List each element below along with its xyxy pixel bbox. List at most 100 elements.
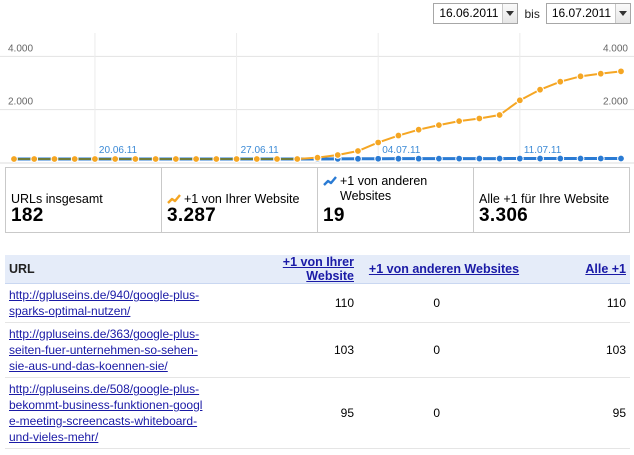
start-date-value: 16.06.2011 bbox=[439, 6, 499, 20]
end-date-value: 16.07.2011 bbox=[551, 6, 611, 20]
stat-all[interactable]: Alle +1 für Ihre Website 3.306 bbox=[473, 168, 629, 232]
series-point bbox=[435, 154, 443, 163]
url-link[interactable]: http://gpluseins.de/940/google-plus-spar… bbox=[9, 287, 226, 319]
series-point bbox=[313, 153, 322, 162]
col-header-other-link[interactable]: +1 von anderen Websites bbox=[368, 262, 520, 276]
y-tick-label-left: 2.000 bbox=[8, 97, 33, 108]
series-point bbox=[576, 72, 585, 81]
series-point bbox=[10, 155, 18, 163]
all-count-cell: 103 bbox=[530, 322, 630, 378]
stat-total-label: URLs insgesamt bbox=[11, 192, 103, 206]
series-point bbox=[171, 155, 180, 163]
chart-date-labels: 20.06.11 27.06.11 04.07.11 11.07.11 bbox=[99, 145, 562, 156]
series-point bbox=[536, 154, 544, 163]
date-label: 27.06.11 bbox=[241, 145, 280, 156]
series-point bbox=[354, 147, 362, 155]
y-tick-label-left: 4.000 bbox=[8, 43, 33, 54]
y-tick-label-right: 4.000 bbox=[603, 43, 628, 54]
series-point bbox=[556, 154, 565, 163]
series-point bbox=[515, 154, 524, 163]
stat-other-label: +1 von anderen Websites bbox=[340, 174, 428, 203]
series-point bbox=[374, 154, 383, 163]
series-point bbox=[596, 154, 605, 163]
other-count-cell: 0 bbox=[358, 377, 530, 449]
series-point bbox=[536, 85, 544, 94]
own-count-cell: 103 bbox=[230, 322, 358, 378]
orange-trend-icon bbox=[167, 194, 181, 204]
series-point bbox=[394, 154, 403, 163]
series-point bbox=[475, 154, 484, 163]
table-row: http://gpluseins.de/940/google-plus-spar… bbox=[5, 283, 630, 323]
series-point bbox=[273, 155, 281, 163]
series-point bbox=[455, 117, 464, 126]
stat-other-value: 19 bbox=[323, 205, 345, 226]
series-point bbox=[515, 96, 524, 105]
series-point bbox=[435, 121, 443, 130]
series-point bbox=[617, 67, 625, 76]
chart-grid bbox=[0, 33, 634, 164]
url-table: URL +1 von Ihrer Website +1 von anderen … bbox=[5, 255, 630, 449]
plusone-chart: 4.000 4.000 2.000 2.000 20.06.11 27.06.11 04.… bbox=[0, 33, 634, 164]
url-line: und-vieles-mehr/ bbox=[9, 430, 99, 444]
date-separator: bis bbox=[524, 6, 540, 21]
col-header-url: URL bbox=[5, 255, 230, 284]
url-link[interactable]: http://gpluseins.de/508/google-plus-beko… bbox=[9, 381, 226, 445]
stat-own-value: 3.287 bbox=[167, 205, 217, 226]
start-date-select[interactable]: 16.06.2011 bbox=[433, 3, 519, 24]
stat-own-label: +1 von Ihrer Website bbox=[184, 192, 300, 206]
series-point bbox=[192, 155, 201, 163]
url-line: e-meeting-screencasts-whiteboard- bbox=[9, 414, 198, 428]
series-point bbox=[111, 155, 120, 163]
all-count-cell: 110 bbox=[530, 283, 630, 323]
url-line: http://gpluseins.de/940/google-plus- bbox=[9, 288, 200, 302]
series-point bbox=[414, 154, 423, 163]
series-point bbox=[394, 131, 403, 140]
url-line: http://gpluseins.de/508/google-plus- bbox=[9, 382, 200, 396]
stat-own-website[interactable]: +1 von Ihrer Website 3.287 bbox=[161, 168, 317, 232]
series-point bbox=[91, 155, 99, 163]
table-row: http://gpluseins.de/363/google-plus-seit… bbox=[5, 322, 630, 378]
stat-total-urls[interactable]: URLs insgesamt 182 bbox=[6, 168, 161, 232]
series-point bbox=[495, 154, 504, 163]
series-point bbox=[151, 155, 160, 163]
url-line: http://gpluseins.de/363/google-plus- bbox=[9, 327, 200, 341]
series-point bbox=[30, 155, 39, 163]
date-label: 20.06.11 bbox=[99, 145, 138, 156]
series-point bbox=[617, 154, 625, 163]
series-point bbox=[252, 155, 261, 163]
url-cell: http://gpluseins.de/940/google-plus-spar… bbox=[5, 283, 230, 323]
series-point bbox=[475, 114, 484, 123]
series-point bbox=[131, 155, 140, 163]
own-count-cell: 110 bbox=[230, 283, 358, 323]
stat-all-label: Alle +1 für Ihre Website bbox=[479, 192, 610, 206]
end-date-select[interactable]: 16.07.2011 bbox=[545, 3, 631, 24]
table-header-row: URL +1 von Ihrer Website +1 von anderen … bbox=[5, 255, 630, 284]
col-header-all-link[interactable]: Alle +1 bbox=[585, 262, 626, 276]
series-point bbox=[455, 154, 464, 163]
chevron-down-icon bbox=[502, 4, 518, 23]
series-point bbox=[596, 69, 605, 78]
series-point bbox=[70, 155, 79, 163]
url-cell: http://gpluseins.de/363/google-plus-seit… bbox=[5, 322, 230, 378]
url-cell: http://gpluseins.de/508/google-plus-beko… bbox=[5, 377, 230, 449]
blue-trend-icon bbox=[323, 176, 337, 186]
col-header-own-link[interactable]: +1 von Ihrer Website bbox=[282, 255, 354, 283]
stat-other-websites[interactable]: +1 von anderen Websites 19 bbox=[317, 168, 473, 232]
stat-all-value: 3.306 bbox=[479, 205, 529, 226]
all-count-cell: 95 bbox=[530, 377, 630, 449]
series-point bbox=[212, 155, 221, 163]
series-point bbox=[333, 151, 342, 159]
series-point bbox=[495, 111, 504, 119]
series-point bbox=[414, 125, 423, 134]
summary-panel: URLs insgesamt 182 +1 von Ihrer Website … bbox=[5, 167, 630, 233]
series-point bbox=[50, 155, 59, 163]
chart-y-ticks: 4.000 4.000 2.000 2.000 bbox=[8, 43, 628, 107]
own-count-cell: 95 bbox=[230, 377, 358, 449]
chevron-down-icon bbox=[615, 4, 630, 23]
other-count-cell: 0 bbox=[358, 283, 530, 323]
table-row: http://gpluseins.de/508/google-plus-beko… bbox=[5, 377, 630, 449]
series-point bbox=[293, 155, 302, 163]
series-point bbox=[232, 155, 241, 163]
series-point bbox=[374, 138, 383, 147]
url-link[interactable]: http://gpluseins.de/363/google-plus-seit… bbox=[9, 326, 226, 374]
